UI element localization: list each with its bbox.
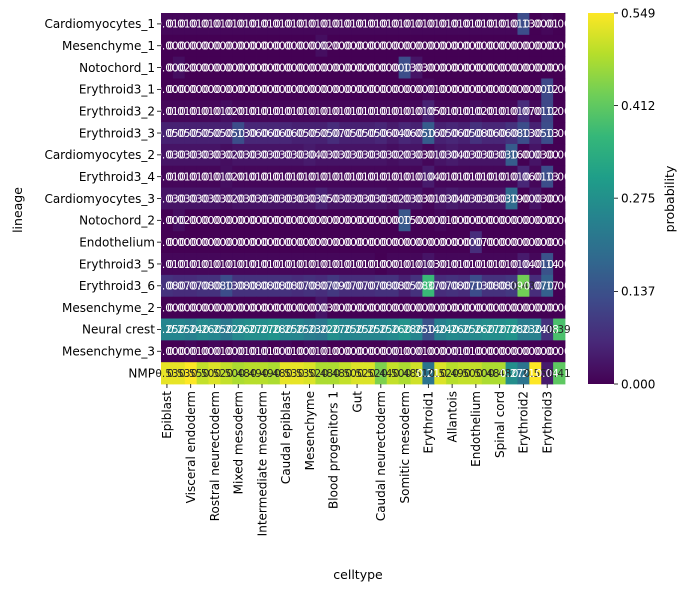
heatmap-cell-label: 0.00 [547, 150, 570, 162]
y-tick-label: Erythroid3_3 [79, 126, 155, 140]
x-tick-label: Erythroid1 [422, 391, 436, 454]
y-tick-label: Mesenchyme_1 [62, 39, 155, 53]
y-tick-label: Endothelium [79, 235, 155, 249]
x-axis: Epiblast Visceral endoderm Rostral neurect… [160, 384, 554, 536]
y-axis-label: lineage [10, 187, 25, 233]
heatmap-cell-label: 0.39 [547, 324, 570, 336]
heatmap-cell-label: 0.00 [547, 62, 570, 74]
heatmap-cell-label: 0.00 [547, 171, 570, 183]
heatmap-cell-label: 0.41 [547, 368, 570, 380]
x-tick-label: Erythroid3 [540, 391, 554, 454]
y-tick-label: Erythroid3_2 [79, 105, 155, 119]
x-tick-label: Mesenchyme [303, 391, 317, 470]
y-tick-label: Notochord_2 [79, 214, 155, 228]
y-tick-label: Cardiomyocytes_3 [44, 192, 155, 206]
colorbar-tick-label: 0.549 [621, 6, 655, 20]
y-tick-label: Mesenchyme_3 [62, 345, 155, 359]
x-tick-label: Rostral neurectoderm [208, 391, 222, 521]
y-tick-label: Neural crest [82, 323, 155, 337]
x-tick-label: Intermediate mesoderm [255, 391, 269, 536]
y-tick-label: Cardiomyocytes_2 [44, 148, 155, 162]
heatmap-cell-label: 0.00 [547, 193, 570, 205]
heatmap-cell-labels: 0.010.010.010.010.010.010.010.010.010.01… [155, 19, 571, 380]
heatmap-cell-label: 0.00 [547, 128, 570, 140]
y-tick-label: Notochord_1 [79, 61, 155, 75]
x-tick-label: Blood progenitors 1 [327, 391, 341, 509]
x-tick-label: Erythroid2 [517, 391, 531, 454]
x-tick-label: Epiblast [160, 391, 174, 439]
heatmap-cell-label: 0.00 [547, 19, 570, 31]
heatmap-cell-label: 0.00 [547, 106, 570, 118]
heatmap-cell-label: 0.00 [547, 237, 570, 249]
colorbar-tick-label: 0.000 [621, 377, 655, 391]
y-tick-label: Cardiomyocytes_1 [44, 17, 155, 31]
x-axis-label: celltype [333, 567, 383, 582]
x-tick-label: Caudal epiblast [279, 391, 293, 484]
heatmap-cell-label: 0.00 [547, 281, 570, 293]
colorbar-tick-label: 0.412 [621, 99, 655, 113]
y-tick-label: Mesenchyme_2 [62, 301, 155, 315]
heatmap-cell-label: 0.00 [547, 41, 570, 53]
heatmap-cell-label: 0.00 [547, 346, 570, 358]
x-tick-label: Gut [350, 391, 364, 413]
y-tick-label: Erythroid3_5 [79, 257, 155, 271]
x-tick-label: Visceral endoderm [184, 391, 198, 503]
x-tick-label: Mixed mesoderm [232, 391, 246, 494]
y-axis: Cardiomyocytes_1 Mesenchyme_1 Notochord_1 E… [44, 17, 161, 380]
colorbar-ticks: 0.549 0.412 0.275 0.137 0.000 [614, 6, 655, 391]
colorbar-tick-label: 0.275 [621, 191, 655, 205]
y-tick-label: Erythroid3_1 [79, 83, 155, 97]
heatmap-cell-label: 0.00 [547, 215, 570, 227]
x-tick-label: Endothelium [469, 391, 483, 467]
y-tick-label: Erythroid3_6 [79, 279, 155, 293]
heatmap-cell-label: 0.00 [547, 84, 570, 96]
x-tick-label: Caudal neurectoderm [374, 391, 388, 521]
colorbar: 0.549 0.412 0.275 0.137 0.000 probability [588, 6, 677, 391]
heatmap-cell-label: 0.00 [547, 302, 570, 314]
x-tick-label: Somitic mesoderm [398, 391, 412, 504]
x-tick-label: Allantois [445, 391, 459, 442]
colorbar-tick-label: 0.137 [621, 285, 655, 299]
colorbar-gradient [588, 13, 614, 384]
x-tick-label: Spinal cord [493, 391, 507, 458]
heatmap-cell-label: 0.00 [547, 259, 570, 271]
colorbar-label: probability [662, 165, 677, 232]
y-tick-label: NMP [128, 366, 155, 380]
y-tick-label: Erythroid3_4 [79, 170, 155, 184]
